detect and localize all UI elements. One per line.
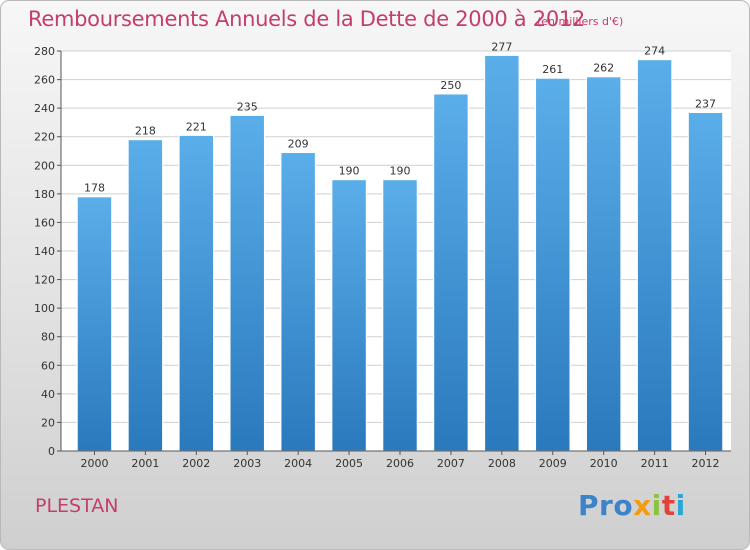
x-tick-label: 2006 — [386, 457, 414, 470]
chart-title: Remboursements Annuels de la Dette de 20… — [28, 7, 585, 31]
bar-value-label: 221 — [186, 120, 207, 133]
bar-value-label: 237 — [695, 97, 716, 110]
y-tick-label: 100 — [34, 302, 55, 315]
x-tick-label: 2009 — [539, 457, 567, 470]
y-tick-label: 0 — [48, 445, 55, 458]
proxiti-logo: Proxiti — [578, 489, 686, 522]
bar — [585, 76, 622, 452]
x-tick-label: 2001 — [131, 457, 159, 470]
x-tick-label: 2003 — [233, 457, 261, 470]
y-tick-label: 280 — [34, 45, 55, 58]
bar-value-label: 274 — [644, 45, 665, 58]
x-tick-label: 2012 — [692, 457, 720, 470]
bar — [178, 134, 215, 452]
bar — [636, 58, 673, 452]
x-tick-label: 2010 — [590, 457, 618, 470]
y-tick-label: 140 — [34, 245, 55, 258]
y-tick-label: 220 — [34, 131, 55, 144]
bar — [687, 111, 724, 452]
bar-value-label: 190 — [339, 165, 360, 178]
x-tick-label: 2002 — [182, 457, 210, 470]
y-tick-label: 260 — [34, 74, 55, 87]
y-tick-label: 60 — [41, 359, 55, 372]
bar — [483, 54, 520, 452]
bar-value-label: 261 — [542, 63, 563, 76]
bar-value-label: 277 — [491, 40, 512, 53]
bar-value-label: 218 — [135, 125, 156, 138]
y-tick-label: 80 — [41, 331, 55, 344]
bar-value-label: 178 — [84, 182, 105, 195]
bar-value-label: 235 — [237, 100, 258, 113]
x-tick-label: 2004 — [284, 457, 312, 470]
bar — [280, 151, 317, 452]
commune-name: PLESTAN — [35, 495, 119, 517]
y-tick-label: 40 — [41, 388, 55, 401]
bar-value-label: 209 — [288, 137, 309, 150]
y-tick-label: 180 — [34, 188, 55, 201]
y-tick-label: 160 — [34, 216, 55, 229]
bar — [229, 114, 266, 452]
bar — [382, 178, 418, 452]
bar-value-label: 190 — [390, 165, 411, 178]
x-tick-label: 2008 — [488, 457, 516, 470]
y-tick-label: 120 — [34, 274, 55, 287]
bar-value-label: 262 — [593, 62, 614, 75]
y-tick-label: 240 — [34, 102, 55, 115]
axes: 0 20 40 60 80 100 120 140 160 180 200 220 240 260 280 2… — [34, 45, 731, 470]
bar — [76, 196, 113, 452]
chart-subtitle: (en milliers d'€) — [537, 15, 624, 28]
y-tick-label: 200 — [34, 159, 55, 172]
data-labels: 178 218 221 235 209 190 190 250 277 261 262 274 237 — [84, 40, 716, 194]
x-tick-label: 2000 — [80, 457, 108, 470]
bar — [534, 77, 571, 452]
y-tick-label: 20 — [41, 416, 55, 429]
x-tick-label: 2011 — [641, 457, 669, 470]
bar — [127, 138, 164, 452]
x-tick-label: 2007 — [437, 457, 465, 470]
bar — [331, 178, 367, 452]
bars — [76, 54, 724, 452]
x-tick-label: 2005 — [335, 457, 363, 470]
bar — [433, 93, 469, 452]
bar-value-label: 250 — [440, 79, 461, 92]
